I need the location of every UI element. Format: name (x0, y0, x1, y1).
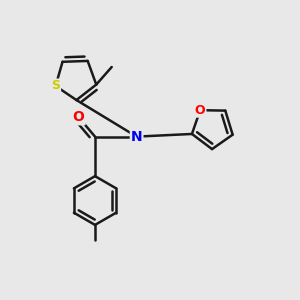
Text: N: N (131, 130, 142, 144)
Text: O: O (73, 110, 85, 124)
Text: S: S (51, 80, 60, 92)
Text: O: O (195, 104, 206, 117)
